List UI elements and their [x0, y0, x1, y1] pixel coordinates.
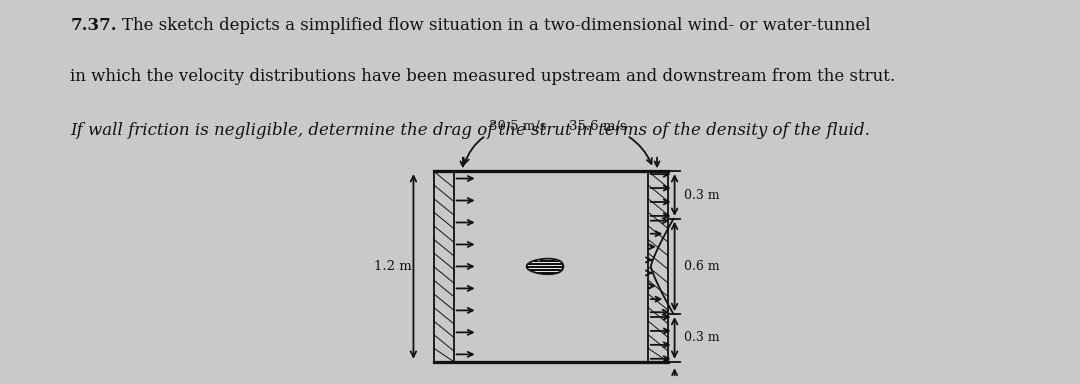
Text: 35.6 m/s: 35.6 m/s: [569, 120, 651, 164]
Text: 0.3 m: 0.3 m: [684, 189, 719, 202]
Text: 30.5 m/s: 30.5 m/s: [463, 120, 546, 164]
Polygon shape: [527, 259, 564, 274]
Text: in which the velocity distributions have been measured upstream and downstream f: in which the velocity distributions have…: [70, 68, 895, 85]
Text: 0.3 m: 0.3 m: [684, 331, 719, 344]
Text: 7.37.: 7.37.: [70, 17, 117, 34]
Text: 1.2 m: 1.2 m: [375, 260, 413, 273]
Text: The sketch depicts a simplified flow situation in a two-dimensional wind- or wat: The sketch depicts a simplified flow sit…: [122, 17, 870, 34]
Text: If wall friction is negligible, determine the drag of the strut in terms of the : If wall friction is negligible, determin…: [70, 122, 870, 139]
Text: 0.6 m: 0.6 m: [684, 260, 719, 273]
